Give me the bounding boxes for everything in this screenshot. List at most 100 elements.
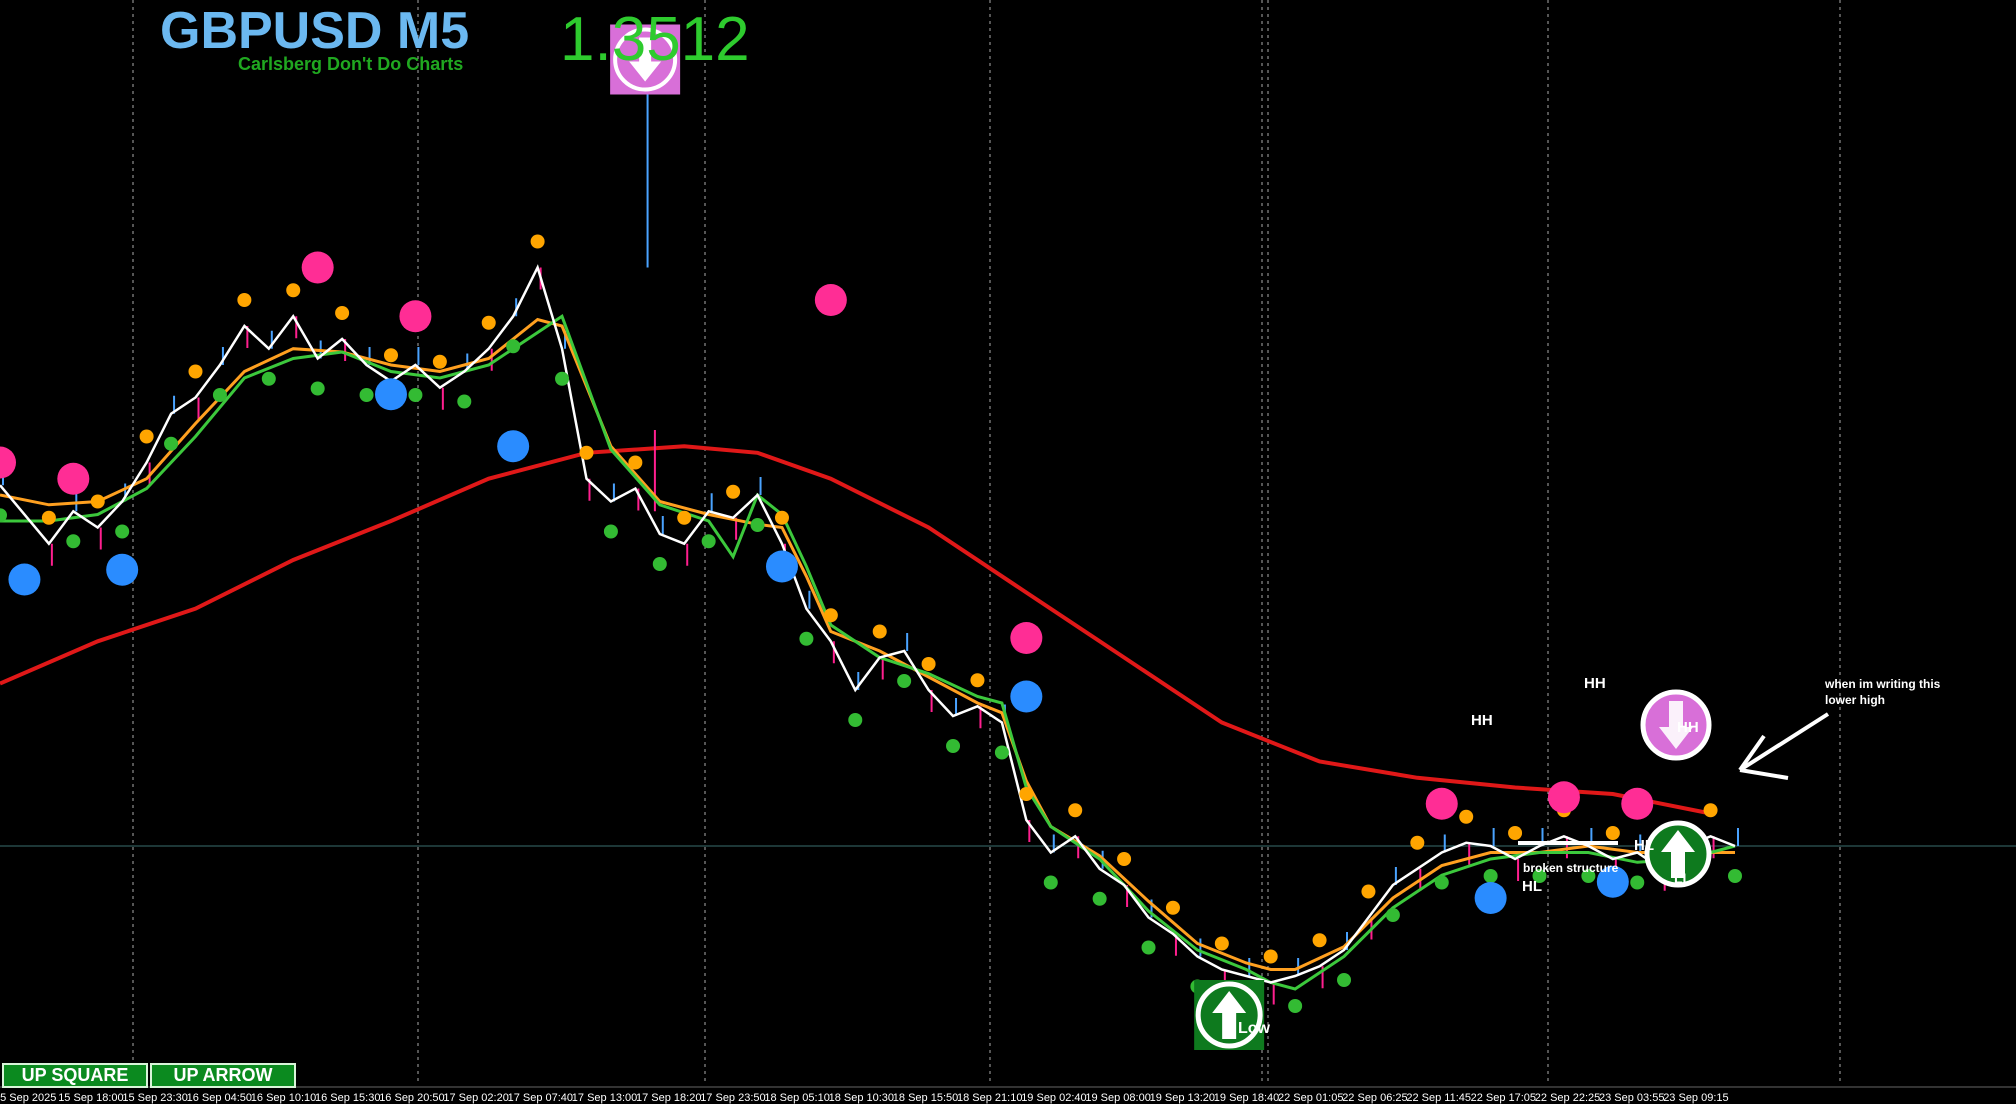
minor-high-dot-25 <box>628 455 643 470</box>
minor-high-dot-1 <box>41 510 56 525</box>
x-tick-label: 16 Sep 20:50 <box>379 1092 444 1104</box>
minor-high-dot-39 <box>970 673 985 688</box>
minor-low-dot-52 <box>1288 999 1303 1013</box>
x-tick-label: 19 Sep 02:40 <box>1021 1092 1086 1104</box>
hh-label-2: HH <box>1584 675 1606 692</box>
minor-high-dot-23 <box>579 445 594 460</box>
long-ma-path <box>0 444 1711 816</box>
minor-low-dot-46 <box>1141 940 1156 955</box>
minor-low-dot-66 <box>1630 875 1645 890</box>
minor-low-dot-42 <box>1043 875 1058 890</box>
minor-low-dot-20 <box>506 339 521 354</box>
swing-high-4 <box>814 284 847 316</box>
up-square-button[interactable]: UP SQUARE <box>2 1063 148 1088</box>
vertical-grid <box>132 0 1841 1085</box>
minor-high-dot-29 <box>726 484 741 499</box>
minor-low-dot-30 <box>750 518 765 532</box>
swing-low-3 <box>497 430 530 463</box>
swing-low-1 <box>106 553 139 586</box>
x-tick-label: 18 Sep 15:50 <box>893 1092 958 1104</box>
x-tick-label: 19 Sep 18:40 <box>1214 1092 1279 1104</box>
broken-structure-label: broken structure <box>1523 861 1619 875</box>
ll-label: LL <box>1674 870 1692 886</box>
x-tick-label: 15 Sep 2025 <box>0 1092 56 1104</box>
minor-high-dot-43 <box>1068 803 1083 818</box>
minor-low-dot-28 <box>701 534 716 549</box>
minor-high-dot-41 <box>1019 787 1034 801</box>
fast-ma-line <box>0 317 1735 971</box>
minor-low-dot-24 <box>603 524 618 539</box>
x-tick-label: 17 Sep 23:50 <box>700 1092 765 1104</box>
symbol-title: GBPUSD M5 <box>160 2 469 60</box>
x-tick-label: 16 Sep 10:10 <box>251 1092 316 1104</box>
hh-label-3: HH <box>1677 719 1699 736</box>
slow-ma-path <box>0 313 1736 991</box>
low-label: Low <box>1238 1020 1271 1037</box>
price-line <box>0 264 1736 984</box>
x-tick-label: 22 Sep 06:25 <box>1342 1092 1407 1104</box>
x-tick-label: 16 Sep 04:50 <box>187 1092 252 1104</box>
swing-high-0 <box>0 446 16 479</box>
swing-high-8 <box>1621 787 1654 820</box>
candle-wicks <box>2 79 1739 1005</box>
swing-high-5 <box>1010 622 1043 654</box>
minor-high-dot-65 <box>1605 826 1620 840</box>
minor-low-dot-14 <box>359 388 374 402</box>
minor-low-dot-8 <box>212 388 227 402</box>
minor-low-dot-32 <box>799 631 814 646</box>
minor-low-dot-10 <box>261 371 276 386</box>
long-ma-line <box>0 444 1711 816</box>
x-tick-label: 19 Sep 13:20 <box>1150 1092 1215 1104</box>
x-tick-label: 18 Sep 05:10 <box>764 1092 829 1104</box>
minor-low-dot-56 <box>1385 908 1400 922</box>
swing-low-5 <box>1010 680 1043 713</box>
minor-high-dot-49 <box>1214 936 1229 951</box>
minor-high-dot-47 <box>1165 900 1180 915</box>
minor-high-dot-9 <box>237 293 252 307</box>
minor-high-dot-7 <box>188 364 203 379</box>
price-display: 1.3512 <box>560 5 750 74</box>
swing-markers <box>0 251 1654 914</box>
swing-low-6 <box>1474 882 1507 914</box>
hl-label: HL <box>1522 878 1542 895</box>
minor-low-dot-0 <box>0 508 7 523</box>
minor-low-dot-26 <box>652 557 667 571</box>
swing-high-7 <box>1547 781 1580 814</box>
swing-low-2 <box>374 378 407 411</box>
swing-high-1 <box>57 462 90 495</box>
minor-low-dot-40 <box>994 745 1009 760</box>
minor-high-dot-37 <box>921 657 936 671</box>
up-arrow-button[interactable]: UP ARROW <box>150 1063 296 1088</box>
x-tick-label: 17 Sep 02:20 <box>443 1092 508 1104</box>
x-tick-label: 23 Sep 03:55 <box>1599 1092 1664 1104</box>
swing-low-0 <box>8 563 41 596</box>
x-tick-label: 22 Sep 17:05 <box>1471 1092 1536 1104</box>
minor-high-dot-51 <box>1263 949 1278 964</box>
minor-high-dot-31 <box>774 510 789 525</box>
minor-low-dot-58 <box>1434 875 1449 890</box>
annotations: Low HH HH HH HL HL LL broken structure w… <box>1238 675 1941 1037</box>
pointer-arrow-icon <box>1738 712 1830 780</box>
minor-high-dot-17 <box>432 354 447 369</box>
minor-high-dot-33 <box>823 608 838 623</box>
up-square-marker-icon <box>1194 980 1265 1050</box>
signal-markers <box>610 24 1712 1050</box>
minor-high-dot-35 <box>872 624 887 639</box>
minor-high-dot-61 <box>1508 826 1523 840</box>
minor-low-dot-70 <box>1728 869 1742 883</box>
minor-low-dot-4 <box>115 524 130 539</box>
minor-high-dot-59 <box>1459 809 1474 824</box>
swing-low-4 <box>765 550 798 583</box>
x-tick-label: 18 Sep 21:10 <box>957 1092 1022 1104</box>
x-tick-label: 18 Sep 10:30 <box>829 1092 894 1104</box>
minor-low-dot-6 <box>164 436 179 451</box>
minor-high-dot-19 <box>481 315 496 330</box>
minor-low-dot-36 <box>897 674 912 688</box>
swing-high-6 <box>1425 787 1458 820</box>
x-tick-label: 22 Sep 11:45 <box>1406 1092 1471 1104</box>
minor-high-dot-53 <box>1312 933 1327 948</box>
x-tick-label: 17 Sep 13:00 <box>572 1092 637 1104</box>
fast-ma-path <box>0 317 1735 971</box>
